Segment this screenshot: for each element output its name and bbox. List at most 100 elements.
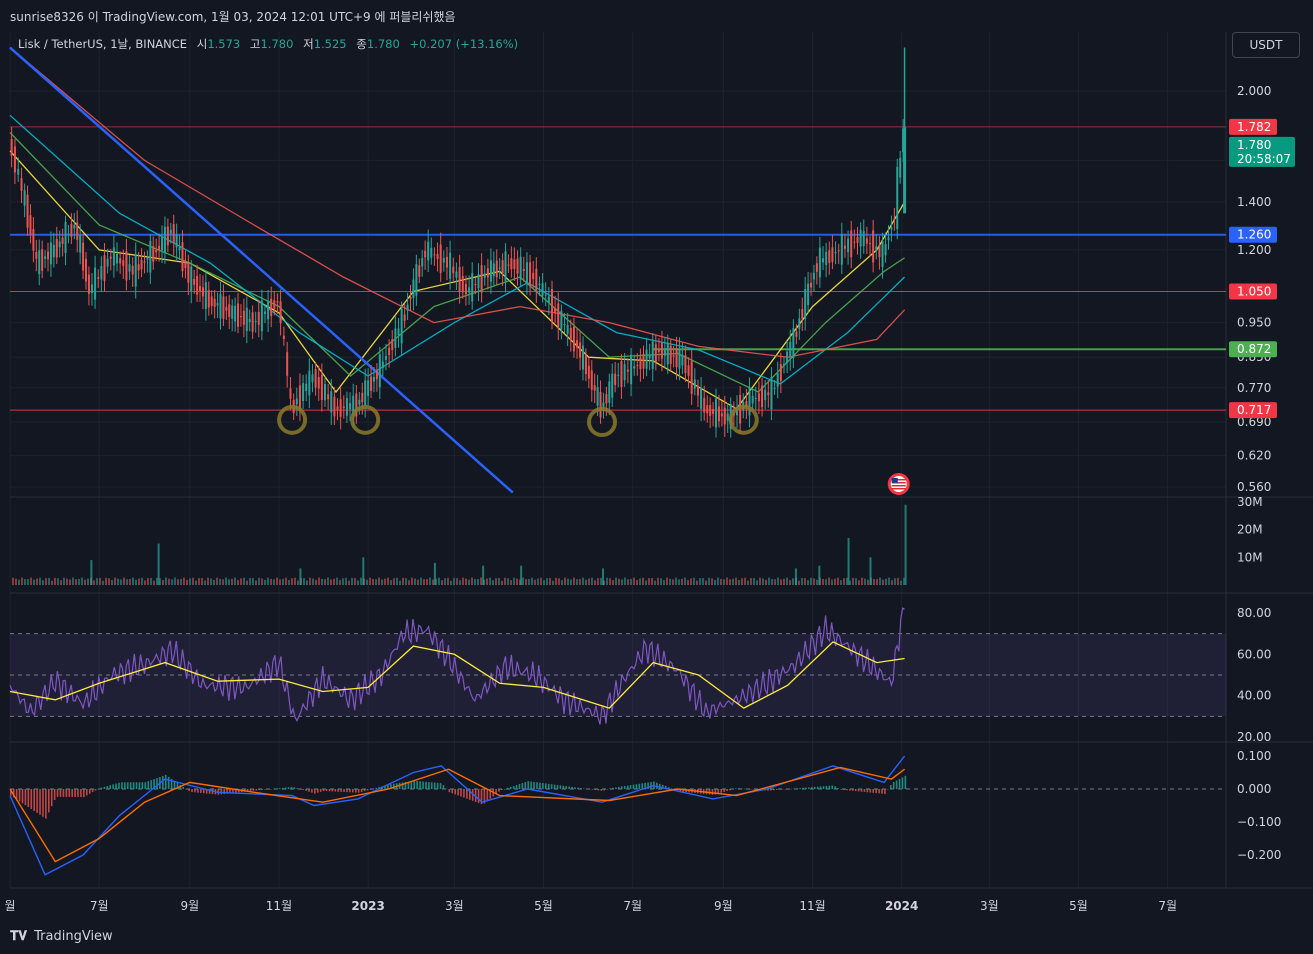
price-tag xyxy=(1229,283,1277,300)
price-candle xyxy=(812,272,815,280)
publish-info-text: sunrise8326 이 TradingView.com, 1월 03, 20… xyxy=(10,10,456,24)
price-candle xyxy=(79,235,82,253)
volume-spike xyxy=(157,543,160,585)
macd-histogram-bar xyxy=(460,789,462,797)
price-candle xyxy=(801,309,804,319)
macd-histogram-bar xyxy=(770,789,772,791)
price-tick-label: 0.950 xyxy=(1237,316,1271,330)
price-candle xyxy=(73,225,76,229)
macd-histogram-bar xyxy=(62,789,65,797)
volume-bar xyxy=(372,579,374,585)
low-label: 저 xyxy=(303,37,314,51)
macd-histogram-bar xyxy=(547,783,550,789)
volume-bar xyxy=(315,579,317,585)
volume-bar xyxy=(546,578,548,585)
macd-histogram-bar xyxy=(284,787,287,789)
macd-histogram-bar xyxy=(612,787,614,789)
macd-histogram-bar xyxy=(45,789,47,819)
macd-histogram-bar xyxy=(799,788,801,789)
time-tick-label: 7월 xyxy=(1158,899,1177,913)
macd-histogram-bar xyxy=(468,789,471,800)
price-candle xyxy=(172,224,175,244)
price-candle xyxy=(445,256,448,268)
price-candle xyxy=(449,252,452,279)
currency-button[interactable]: USDT xyxy=(1232,32,1300,58)
price-candle xyxy=(394,328,397,348)
price-candle xyxy=(840,233,843,265)
volume-bar xyxy=(432,579,434,585)
volume-bar xyxy=(708,577,710,585)
macd-signal-line xyxy=(9,766,906,863)
volume-bar xyxy=(531,577,533,585)
volume-bar xyxy=(489,577,491,585)
price-candle xyxy=(70,223,73,237)
price-candle xyxy=(807,283,810,305)
tradingview-logo[interactable]: 𝐓𝐕 TradingView xyxy=(10,929,113,944)
volume-bar xyxy=(696,580,698,585)
volume-bar xyxy=(405,578,407,585)
volume-bar xyxy=(414,578,416,585)
macd-histogram-bar xyxy=(18,789,21,802)
macd-histogram-bar xyxy=(527,781,530,789)
macd-histogram-bar xyxy=(229,789,231,794)
macd-histogram-bar xyxy=(238,789,240,793)
macd-histogram-bar xyxy=(533,781,535,789)
volume-bar xyxy=(390,580,392,585)
macd-tick-label: −0.100 xyxy=(1237,815,1281,829)
moving-averages xyxy=(9,47,906,410)
macd-histogram-bar xyxy=(659,783,661,789)
price-candle xyxy=(364,380,367,406)
price-candle xyxy=(245,307,248,331)
volume-bar xyxy=(621,579,623,585)
price-candle xyxy=(804,288,807,319)
price-tag xyxy=(1229,226,1277,243)
macd-histogram-bar xyxy=(21,789,24,804)
volume-bar xyxy=(273,579,275,585)
volume-bar xyxy=(798,580,800,585)
price-candle xyxy=(850,230,853,258)
macd-histogram-bar xyxy=(480,789,483,805)
price-candle xyxy=(41,249,44,271)
price-candle xyxy=(349,403,352,410)
price-candle xyxy=(547,296,550,303)
price-candle xyxy=(690,361,693,394)
macd-histogram-bar xyxy=(895,780,898,789)
volume-bar xyxy=(618,578,620,585)
price-candle xyxy=(384,356,387,360)
price-candle xyxy=(333,396,336,417)
volume-bar xyxy=(138,578,140,585)
circled-low-marker xyxy=(277,404,308,435)
volume-bar xyxy=(351,577,353,585)
price-candle xyxy=(352,395,355,416)
macd-histogram-bar xyxy=(147,781,150,789)
price-chart[interactable]: 2.0001.6001.4001.2000.9500.8500.7700.690… xyxy=(0,30,1313,925)
price-candle xyxy=(381,361,384,369)
volume-bar xyxy=(900,580,902,585)
macd-histogram-bar xyxy=(445,788,448,790)
volume-bar xyxy=(642,577,644,585)
price-candle xyxy=(795,331,798,337)
price-candle xyxy=(140,259,143,270)
volume-bar xyxy=(891,580,893,585)
price-candle xyxy=(498,267,501,269)
price-candle xyxy=(213,298,216,307)
price-candle xyxy=(137,264,140,271)
macd-histogram-bar xyxy=(881,789,883,794)
price-candle xyxy=(85,258,88,282)
macd-histogram-bar xyxy=(670,788,673,789)
volume-bar xyxy=(120,579,122,585)
macd-histogram-bar xyxy=(773,789,775,791)
price-candle xyxy=(242,310,245,325)
price-candle xyxy=(112,247,115,266)
macd-histogram-bar xyxy=(723,789,725,792)
price-candle xyxy=(672,355,675,357)
price-candle xyxy=(663,348,666,356)
macd-histogram-bar xyxy=(650,781,652,789)
volume-bar xyxy=(783,578,785,585)
volume-bar xyxy=(168,578,170,585)
macd-tick-label: 0.000 xyxy=(1237,782,1271,796)
price-candle xyxy=(678,349,681,369)
volume-bar xyxy=(513,577,515,585)
macd-histogram-bar xyxy=(638,783,641,789)
volume-bar xyxy=(534,579,536,585)
